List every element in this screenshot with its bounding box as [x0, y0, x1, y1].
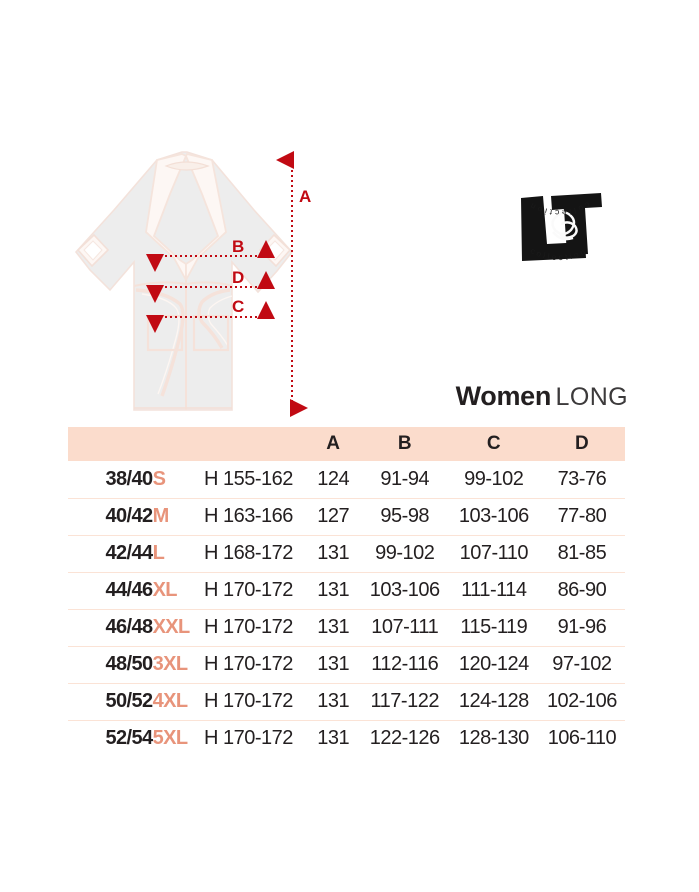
cell-eu-size: 44/46	[105, 579, 154, 601]
cell-eu-size: 52/54	[105, 727, 154, 750]
cell-measure-d: 102-106	[546, 690, 617, 712]
header-alpha-size	[153, 427, 204, 461]
cell-measure-d: 77-80	[557, 505, 607, 527]
cell-height: H 170-172	[204, 616, 293, 638]
cell-measure-b: 91-94	[380, 467, 430, 490]
cell-measure-c: 128-130	[458, 727, 529, 750]
cell-height: H 155-162	[204, 467, 293, 490]
cell-alpha-size: XL	[152, 579, 178, 601]
header-eu-size	[68, 427, 153, 461]
table-header-row: A B C D	[68, 427, 625, 461]
page-title: Women LONG	[456, 383, 628, 410]
cell-alpha-size: S	[152, 467, 166, 490]
cell-measure-b: 99-102	[375, 542, 435, 564]
cell-measure-a: 131	[317, 616, 350, 638]
title-secondary: LONG	[555, 383, 628, 411]
header-height	[204, 427, 306, 461]
cell-measure-d: 81-85	[557, 542, 607, 564]
table-row: 50/52 4XL H 170-172 131 117-122 124-128 …	[68, 683, 625, 720]
cell-height: H 170-172	[204, 690, 293, 712]
cell-measure-b: 95-98	[380, 505, 430, 527]
cell-alpha-size: L	[152, 542, 165, 564]
header-measure-c: C	[486, 433, 501, 454]
table-row: 38/40 S H 155-162 124 91-94 99-102 73-76	[68, 461, 625, 498]
cell-measure-a: 124	[317, 467, 350, 490]
cell-measure-c: 120-124	[458, 653, 529, 675]
cell-measure-a: 131	[317, 690, 350, 712]
cell-height: H 170-172	[204, 727, 293, 750]
header-measure-b: B	[397, 433, 412, 454]
table-row: 44/46 XL H 170-172 131 103-106 111-114 8…	[68, 572, 625, 609]
cell-measure-b: 112-116	[371, 653, 439, 675]
cell-alpha-size: 4XL	[152, 690, 188, 712]
cell-measure-d: 97-102	[552, 653, 612, 675]
cell-measure-d: 106-110	[547, 727, 617, 750]
cell-height: H 170-172	[204, 653, 293, 675]
cell-measure-b: 107-111	[371, 616, 439, 638]
cell-eu-size: 46/48	[105, 616, 154, 638]
cell-measure-b: 117-122	[370, 690, 440, 712]
cell-alpha-size: 3XL	[152, 653, 188, 675]
cell-measure-c: 111-114	[461, 579, 527, 601]
cell-eu-size: 40/42	[105, 505, 154, 527]
size-chart-body: 38/40 S H 155-162 124 91-94 99-102 73-76…	[68, 461, 625, 757]
arrow-label-a: A	[299, 187, 312, 206]
cell-height: H 163-166	[204, 505, 293, 527]
header-measure-a: A	[326, 433, 341, 454]
size-chart-table: A B C D 38/40 S H 155-162 124 91-94 99-1…	[68, 427, 625, 757]
cell-eu-size: 38/40	[105, 467, 154, 490]
cell-measure-b: 103-106	[369, 579, 440, 601]
cell-measure-c: 103-106	[458, 505, 529, 527]
table-row: 48/50 3XL H 170-172 131 112-116 120-124 …	[68, 646, 625, 683]
cell-measure-a: 131	[317, 542, 350, 564]
cell-measure-a: 131	[317, 579, 350, 601]
cell-measure-d: 86-90	[557, 579, 607, 601]
cell-eu-size: 48/50	[105, 653, 154, 675]
size-chart-header: A B C D	[68, 427, 625, 461]
header-measure-d: D	[575, 433, 589, 454]
cell-measure-c: 99-102	[464, 467, 524, 490]
arrow-label-d: D	[232, 268, 245, 287]
cell-measure-c: 115-119	[460, 616, 528, 638]
cell-measure-a: 131	[317, 653, 350, 675]
arrow-label-c: C	[232, 297, 245, 316]
cell-eu-size: 50/52	[105, 690, 154, 712]
lt-collection-logo: collection collection	[503, 172, 615, 270]
cell-measure-d: 73-76	[557, 467, 607, 490]
cell-measure-d: 91-96	[557, 616, 607, 638]
table-row: 40/42 M H 163-166 127 95-98 103-106 77-8…	[68, 498, 625, 535]
cell-height: H 168-172	[204, 542, 293, 564]
table-row: 52/54 5XL H 170-172 131 122-126 128-130 …	[68, 720, 625, 757]
cell-measure-c: 107-110	[459, 542, 529, 564]
cell-alpha-size: M	[152, 505, 170, 527]
cell-measure-c: 124-128	[458, 690, 529, 712]
cell-measure-b: 122-126	[369, 727, 440, 750]
logo-swirl	[551, 211, 578, 241]
table-row: 46/48 XXL H 170-172 131 107-111 115-119 …	[68, 609, 625, 646]
cell-alpha-size: XXL	[152, 616, 191, 638]
cell-measure-a: 131	[317, 727, 350, 750]
measurement-arrows: A B C D	[0, 0, 699, 430]
cell-height: H 170-172	[204, 579, 293, 601]
logo-monogram	[521, 193, 602, 261]
cell-alpha-size: 5XL	[152, 727, 188, 750]
cell-eu-size: 42/44	[105, 542, 154, 564]
arrow-label-b: B	[232, 237, 245, 256]
cell-measure-a: 127	[317, 505, 350, 527]
title-primary: Women	[455, 381, 552, 411]
table-row: 42/44 L H 168-172 131 99-102 107-110 81-…	[68, 535, 625, 572]
